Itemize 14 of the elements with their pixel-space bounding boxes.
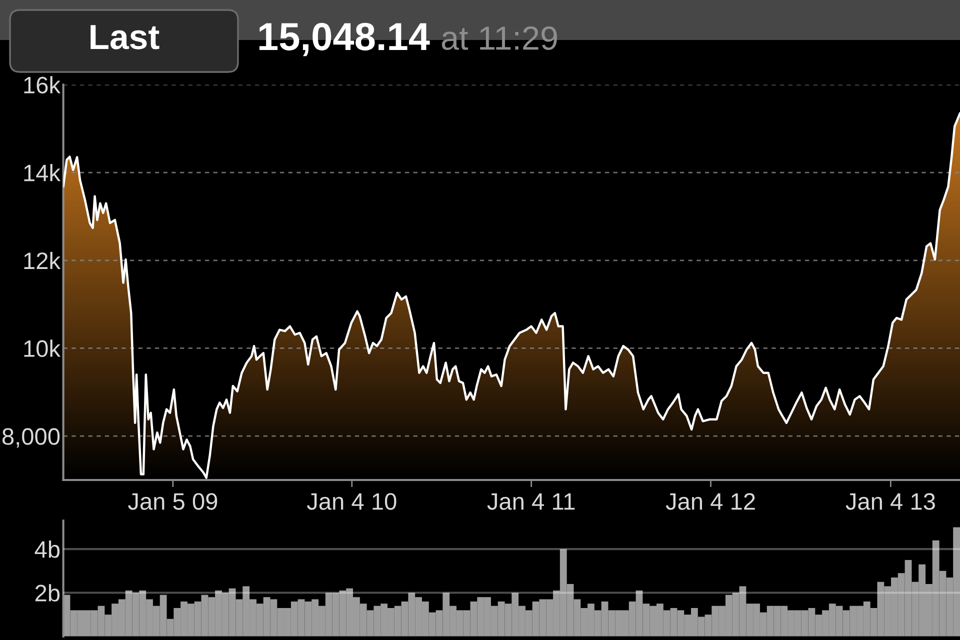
x-tick-label: Jan 4 11 bbox=[487, 493, 575, 510]
text: Last bbox=[90, 25, 160, 50]
x-tick-label: Jan 4 10 bbox=[306, 493, 396, 510]
y-tick-label: 10k bbox=[24, 340, 61, 358]
x-tick-label: Jan 5 09 bbox=[128, 493, 218, 510]
y-tick-label: 14k bbox=[24, 164, 61, 182]
chart-title: 15,048.14 bbox=[259, 22, 430, 56]
y-tick-label: 8,000 bbox=[2, 428, 60, 448]
y-tick-label: 16k bbox=[24, 76, 61, 94]
x-tick-label: Jan 4 13 bbox=[846, 493, 935, 510]
y-tick-label: 4b bbox=[34, 540, 60, 558]
y-tick-label: 12k bbox=[24, 252, 61, 269]
y-tick-label: 2b bbox=[35, 584, 60, 602]
x-tick-label: Jan 4 12 bbox=[666, 493, 755, 510]
